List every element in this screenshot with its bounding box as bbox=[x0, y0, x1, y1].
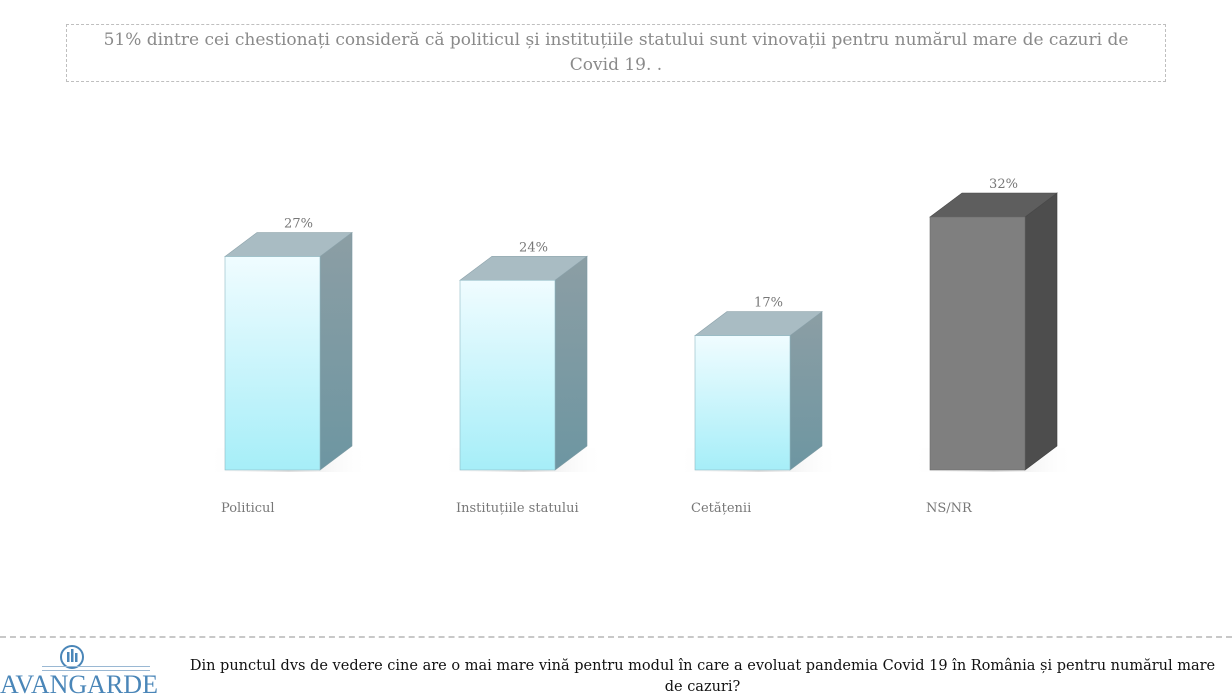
headline-text: 51% dintre cei chestionați consideră că … bbox=[103, 30, 1129, 75]
avangarde-logo-icon bbox=[60, 645, 84, 669]
survey-question: Din punctul dvs de vedere cine are o mai… bbox=[189, 658, 1216, 695]
logo-subtitle-lines bbox=[42, 666, 150, 671]
headline-box: 51% dintre cei chestionați consideră că … bbox=[66, 24, 1166, 82]
bar-front bbox=[929, 216, 1026, 471]
bar-side bbox=[554, 255, 588, 471]
bar-0 bbox=[207, 231, 370, 472]
bar-1 bbox=[442, 255, 605, 472]
category-label: NS/NR bbox=[926, 501, 973, 516]
category-label: Politicul bbox=[221, 501, 275, 516]
bar-front bbox=[459, 279, 556, 471]
bar-side bbox=[319, 231, 353, 471]
bar-side bbox=[1024, 192, 1058, 471]
bar-2 bbox=[677, 310, 840, 472]
data-label: 24% bbox=[519, 240, 548, 255]
bar-front bbox=[694, 335, 791, 471]
footer-divider bbox=[0, 636, 1232, 638]
bar-3 bbox=[912, 192, 1075, 472]
category-label: Instituțiile statului bbox=[456, 501, 579, 516]
bar-chart: 27% Politicul 24% Instituțiile statului 17% C… bbox=[207, 177, 1075, 516]
data-label: 17% bbox=[754, 296, 783, 311]
data-label: 27% bbox=[284, 217, 313, 232]
category-label: Cetățenii bbox=[691, 501, 751, 516]
bar-side bbox=[789, 310, 823, 471]
data-label: 32% bbox=[989, 177, 1018, 192]
avangarde-logo: AVANGARDE bbox=[0, 644, 170, 700]
logo-wordmark: AVANGARDE bbox=[0, 670, 158, 699]
bar-front bbox=[224, 256, 321, 471]
